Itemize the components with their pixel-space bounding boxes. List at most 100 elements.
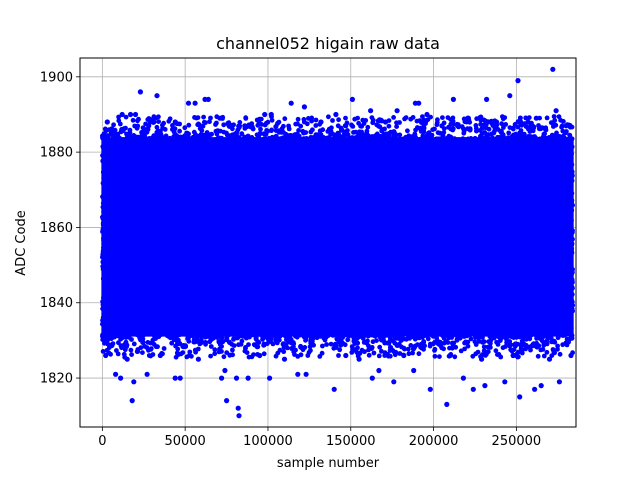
scatter-point (366, 352, 372, 358)
outlier-point (129, 398, 135, 404)
outlier-point (146, 123, 152, 129)
scatter-point (357, 334, 363, 339)
scatter-point (167, 116, 173, 122)
scatter-point (430, 332, 436, 338)
scatter-point (351, 130, 356, 135)
scatter-point (355, 115, 360, 121)
scatter-point (541, 353, 547, 359)
scatter-point (425, 131, 431, 137)
outlier-point (127, 111, 134, 118)
outlier-point (553, 108, 559, 114)
scatter-point (545, 335, 551, 341)
scatter-point (176, 332, 182, 338)
scatter-point (192, 115, 197, 120)
scatter-point (568, 181, 574, 187)
scatter-point (384, 135, 390, 141)
scatter-point (499, 121, 504, 127)
scatter-point (440, 332, 445, 338)
scatter-point (503, 122, 509, 127)
scatter-point (418, 341, 424, 347)
scatter-point (182, 125, 188, 131)
scatter-point (268, 339, 274, 344)
scatter-point (100, 158, 106, 164)
outlier-point (532, 386, 538, 392)
scatter-point (380, 127, 386, 132)
scatter-point (195, 122, 201, 128)
scatter-point (107, 334, 113, 340)
scatter-point (219, 349, 224, 354)
scatter-point (355, 351, 361, 356)
scatter-point (439, 345, 445, 351)
y-axis-label: ADC Code (14, 210, 29, 275)
scatter-point (186, 122, 192, 128)
scatter-point (243, 345, 248, 351)
scatter-point (569, 144, 575, 150)
scatter-point (460, 136, 466, 142)
scatter-point (301, 119, 307, 125)
outlier-point (268, 111, 274, 118)
scatter-point (445, 136, 451, 141)
x-axis-ticks: 0 50000 100000 150000 200000 250000 (98, 427, 541, 449)
scatter-point (536, 123, 541, 128)
outlier-point (113, 371, 119, 377)
scatter-point (100, 200, 106, 206)
outlier-point (172, 119, 178, 125)
scatter-point (191, 332, 197, 338)
outlier-point (131, 379, 137, 385)
scatter-point (322, 332, 328, 338)
scatter-point (569, 333, 575, 338)
scatter-point (281, 349, 287, 355)
scatter-point (380, 334, 386, 340)
scatter-point (236, 342, 242, 348)
scatter-point (414, 118, 420, 124)
scatter-point (100, 254, 105, 260)
scatter-point (276, 119, 282, 125)
scatter-point (259, 122, 264, 127)
scatter-point (487, 334, 493, 339)
outlier-point (546, 356, 553, 362)
outlier-point (262, 111, 268, 118)
scatter-point (326, 114, 331, 120)
scatter-point (281, 341, 286, 346)
scatter-point (290, 340, 296, 345)
scatter-point (420, 114, 425, 119)
dense-data-band (101, 137, 574, 337)
scatter-point (455, 332, 461, 338)
scatter-point (332, 341, 338, 347)
outlier-point (257, 352, 263, 359)
scatter-point (102, 340, 107, 346)
scatter-point (240, 334, 246, 339)
scatter-point (237, 120, 243, 125)
outlier-point (144, 371, 150, 377)
outlier-point (236, 413, 242, 419)
scatter-point (403, 134, 409, 140)
scatter-point (170, 123, 175, 128)
outlier-point (124, 356, 130, 362)
scatter-point (538, 347, 544, 353)
scatter-point (523, 135, 528, 141)
scatter-point (487, 136, 493, 142)
scatter-point (101, 326, 107, 332)
scatter-point (123, 339, 129, 345)
scatter-point (296, 127, 301, 133)
scatter-point (309, 115, 315, 121)
scatter-point (435, 117, 440, 123)
scatter-point (187, 349, 193, 355)
scatter-point (478, 121, 484, 127)
scatter-point (270, 134, 275, 140)
scatter-point (367, 332, 373, 338)
x-tick-label: 100000 (243, 434, 293, 449)
scatter-point (528, 332, 534, 338)
scatter-point (524, 336, 529, 342)
scatter-point (560, 136, 565, 142)
scatter-point (544, 115, 550, 121)
scatter-point (550, 339, 556, 345)
scatter-point (247, 334, 252, 340)
scatter-point (386, 123, 392, 129)
scatter-point (141, 332, 147, 338)
scatter-point (251, 342, 257, 347)
scatter-point (515, 136, 521, 142)
scatter-point (528, 347, 533, 353)
scatter-point (397, 351, 403, 356)
scatter-point (371, 350, 377, 356)
